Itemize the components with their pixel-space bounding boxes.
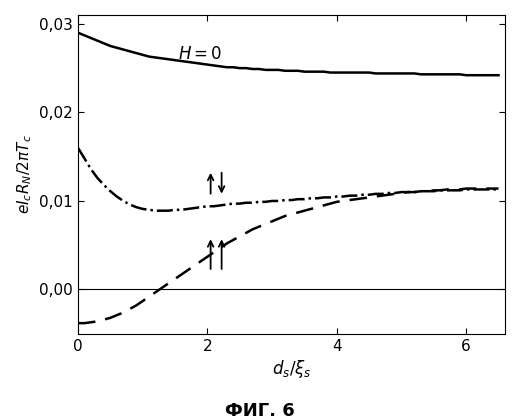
- X-axis label: $d_s/\xi_s$: $d_s/\xi_s$: [271, 358, 311, 380]
- Y-axis label: $eI_cR_N/2\pi T_c$: $eI_cR_N/2\pi T_c$: [15, 134, 34, 214]
- Text: ФИГ. 6: ФИГ. 6: [225, 402, 295, 420]
- Text: $\mathit{H}=0$: $\mathit{H}=0$: [178, 46, 223, 63]
